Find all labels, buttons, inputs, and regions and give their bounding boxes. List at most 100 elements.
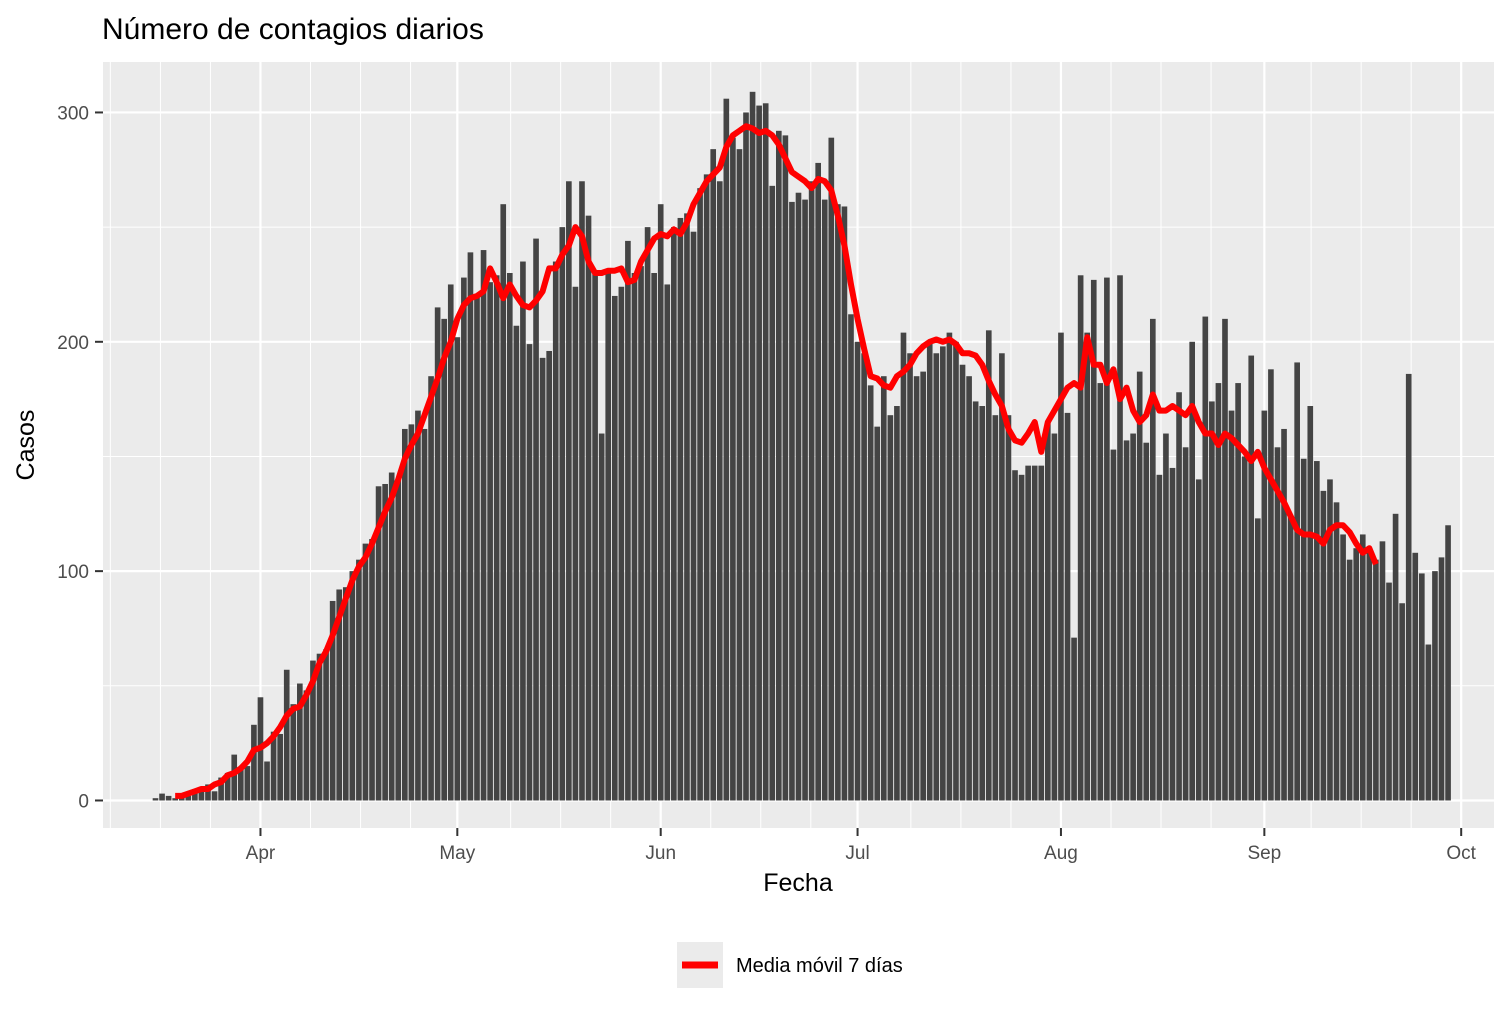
bar <box>841 206 848 801</box>
bar <box>1261 410 1268 801</box>
bar <box>861 353 867 801</box>
bar <box>730 137 736 801</box>
bar <box>920 371 926 801</box>
bar <box>165 795 172 801</box>
legend: Media móvil 7 días <box>677 942 903 988</box>
bar <box>710 149 717 801</box>
bar <box>1366 552 1373 801</box>
bar <box>926 341 933 801</box>
bar <box>1025 465 1031 801</box>
bar <box>1189 341 1196 801</box>
bar <box>336 589 343 801</box>
bar <box>854 341 861 801</box>
bar <box>579 181 585 801</box>
bar <box>1045 422 1051 801</box>
y-axis: 0 100 200 300 <box>57 103 103 812</box>
bar <box>723 98 730 801</box>
bar <box>835 204 841 801</box>
bar <box>1209 401 1215 801</box>
bar <box>342 587 349 801</box>
bar <box>1438 557 1445 801</box>
bar <box>1090 279 1097 801</box>
bar <box>1320 490 1327 801</box>
bar <box>566 181 572 801</box>
bar <box>1359 534 1366 801</box>
bar <box>1143 442 1150 801</box>
bar <box>874 426 881 801</box>
bar <box>684 213 690 801</box>
bar <box>539 357 546 801</box>
bar <box>1031 465 1038 801</box>
bar <box>1254 518 1261 801</box>
bar <box>1419 573 1425 801</box>
bar <box>1399 603 1405 801</box>
bar <box>415 410 421 801</box>
bar <box>552 261 559 801</box>
bar <box>1222 318 1228 801</box>
bar <box>1104 277 1110 801</box>
bar <box>454 337 461 801</box>
bar <box>1110 449 1117 801</box>
x-tick-label: Jun <box>645 843 676 864</box>
bar <box>677 217 684 801</box>
bar <box>1097 383 1104 801</box>
bar <box>487 282 493 801</box>
bar <box>775 130 782 801</box>
bar <box>1235 383 1241 801</box>
bar <box>1182 447 1189 801</box>
bar <box>913 376 920 801</box>
bar <box>1294 362 1300 801</box>
bar <box>795 192 802 801</box>
bar <box>1445 525 1451 801</box>
bar <box>211 791 218 801</box>
bar <box>1136 371 1143 801</box>
legend-label: Media móvil 7 días <box>736 955 903 977</box>
bar <box>625 240 631 801</box>
bar <box>1412 552 1419 801</box>
bar <box>769 185 776 801</box>
bar <box>1071 637 1077 801</box>
bar <box>1202 316 1209 801</box>
bar <box>887 415 894 801</box>
bar <box>1307 406 1314 801</box>
bar <box>1215 383 1222 801</box>
bar <box>1314 461 1320 801</box>
bar <box>946 332 953 801</box>
bar <box>1281 428 1287 801</box>
bar <box>592 270 598 801</box>
bar <box>467 252 474 801</box>
bar <box>1149 318 1156 801</box>
y-tick-label: 0 <box>78 791 89 812</box>
bar <box>1373 559 1379 801</box>
bar <box>756 105 762 801</box>
bar <box>1012 470 1018 801</box>
bar <box>224 772 231 801</box>
bar <box>651 272 657 801</box>
bar <box>152 798 159 801</box>
bar <box>264 761 270 801</box>
bar <box>815 162 822 801</box>
bar <box>1241 456 1248 801</box>
bar <box>1248 355 1255 801</box>
bar <box>1268 369 1274 801</box>
bar <box>1379 541 1386 801</box>
bar <box>395 479 402 801</box>
bar <box>789 201 795 801</box>
bar <box>1084 332 1091 801</box>
bar <box>474 295 480 801</box>
bar <box>441 318 448 801</box>
bar <box>1130 433 1136 801</box>
bar <box>362 543 369 801</box>
bar <box>480 250 487 801</box>
bar <box>198 789 205 801</box>
y-axis-title: Casos <box>12 410 40 481</box>
bar <box>1156 474 1163 801</box>
bar <box>1163 433 1169 801</box>
bar <box>762 103 769 801</box>
bar <box>447 284 454 801</box>
bar <box>159 793 165 801</box>
bar <box>828 137 835 801</box>
bar <box>1274 447 1281 801</box>
bar <box>940 346 946 801</box>
moving-average-line <box>175 123 1379 799</box>
